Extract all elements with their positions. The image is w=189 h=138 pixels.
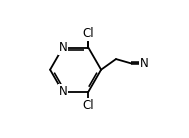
Text: N: N [140,57,149,70]
Text: N: N [58,41,67,54]
Text: N: N [58,85,67,98]
Text: Cl: Cl [83,99,94,112]
Text: Cl: Cl [83,27,94,40]
